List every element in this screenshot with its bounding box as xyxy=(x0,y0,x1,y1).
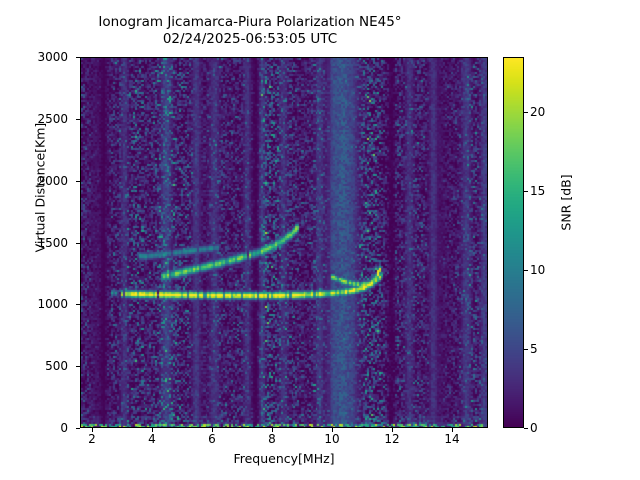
colorbar-tick-mark xyxy=(524,428,528,429)
y-tick-label: 1000 xyxy=(37,297,68,312)
y-tick-mark xyxy=(76,243,80,244)
colorbar-gradient xyxy=(504,58,523,427)
y-axis-tickmarks xyxy=(76,57,80,429)
y-tick-label: 3000 xyxy=(37,50,68,64)
x-tick-label: 4 xyxy=(148,432,156,446)
x-tick-label: 10 xyxy=(324,432,340,446)
y-tick-mark xyxy=(76,366,80,367)
y-tick-label: 0 xyxy=(60,421,68,435)
y-tick-mark xyxy=(76,181,80,182)
page-title: Ionogram Jicamarca-Piura Polarization NE… xyxy=(0,14,500,48)
x-axis-tickmarks xyxy=(80,428,488,432)
colorbar-tickmarks xyxy=(524,57,528,429)
colorbar-tick-mark xyxy=(524,112,528,113)
y-tick-label: 1500 xyxy=(37,235,68,250)
x-axis-label: Frequency[MHz] xyxy=(233,451,335,466)
colorbar-tick-label: 5 xyxy=(530,342,538,357)
colorbar-tick-label: 20 xyxy=(530,105,546,120)
x-tick-label: 8 xyxy=(268,432,276,446)
colorbar-tick-mark xyxy=(524,349,528,350)
y-tick-label: 500 xyxy=(45,359,68,374)
y-tick-mark xyxy=(76,428,80,429)
x-tick-label: 2 xyxy=(88,432,96,446)
colorbar-tick-label: 0 xyxy=(530,421,538,435)
colorbar-label: SNR [dB] xyxy=(558,174,574,231)
y-tick-mark xyxy=(76,57,80,58)
colorbar-tick-label: 15 xyxy=(530,184,546,199)
x-tick-label: 6 xyxy=(208,432,216,446)
ionogram-plot-area xyxy=(80,57,488,428)
ionogram-heatmap xyxy=(81,58,487,427)
x-tick-mark xyxy=(152,428,153,432)
title-line-1: Ionogram Jicamarca-Piura Polarization NE… xyxy=(98,14,402,30)
y-tick-mark xyxy=(76,304,80,305)
colorbar-tick-mark xyxy=(524,270,528,271)
y-tick-label: 2500 xyxy=(37,111,68,126)
colorbar-tick-mark xyxy=(524,191,528,192)
colorbar xyxy=(503,57,524,428)
x-tick-mark xyxy=(392,428,393,432)
x-tick-mark xyxy=(452,428,453,432)
x-tick-label: 12 xyxy=(384,432,400,446)
y-axis-ticklabels: 0 500 1000 1500 2000 2500 3000 xyxy=(0,50,74,435)
colorbar-tick-label: 10 xyxy=(530,263,546,278)
colorbar-ticklabels: 0 5 10 15 20 xyxy=(530,57,570,435)
x-tick-mark xyxy=(272,428,273,432)
x-tick-label: 14 xyxy=(444,432,460,446)
y-tick-mark xyxy=(76,119,80,120)
x-tick-mark xyxy=(212,428,213,432)
x-tick-mark xyxy=(332,428,333,432)
y-tick-label: 2000 xyxy=(37,173,68,188)
title-line-2: 02/24/2025-06:53:05 UTC xyxy=(162,30,338,47)
y-axis-label: Virtual Distance[Km] xyxy=(32,122,48,253)
x-axis-ticklabels: 2 4 6 8 10 12 14 xyxy=(80,432,488,450)
x-tick-mark xyxy=(92,428,93,432)
